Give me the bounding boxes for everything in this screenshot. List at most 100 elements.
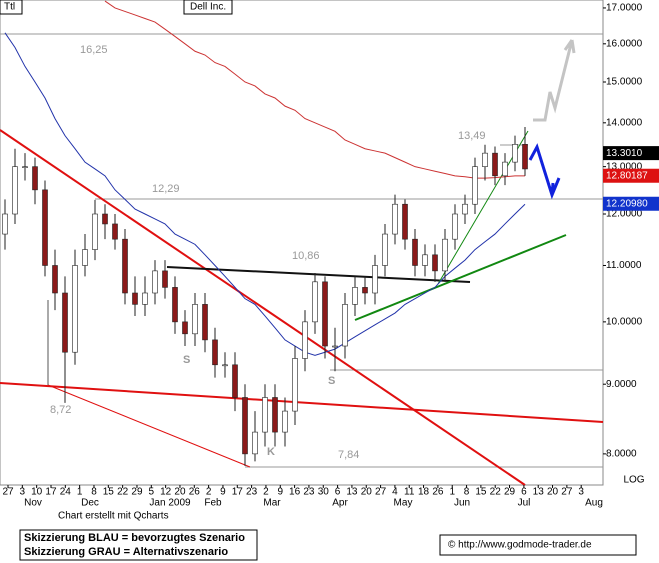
x-tick-label: 27: [561, 487, 573, 498]
candle-body: [12, 166, 18, 215]
y-tick-label: 13.0000: [606, 161, 643, 172]
symbol: Ttl: [4, 2, 15, 13]
candle-body: [222, 364, 228, 367]
candle-body: [132, 292, 138, 305]
y-tick-label: 9.0000: [606, 379, 637, 390]
legend-line: Skizzierung GRAU = Alternativszenario: [24, 546, 228, 558]
candle-body: [352, 287, 358, 305]
annotation: S: [183, 354, 190, 366]
month-label: Nov: [24, 498, 42, 509]
price-tag: [603, 196, 659, 211]
x-tick-label: 22: [117, 487, 129, 498]
x-tick-label: 23: [246, 487, 258, 498]
candle-body: [452, 213, 458, 240]
candle-body: [242, 397, 248, 455]
credit: Chart erstellt mit Qcharts: [58, 511, 169, 522]
candle-body: [302, 321, 308, 359]
x-tick-label: 2: [263, 487, 269, 498]
candle-body: [432, 254, 438, 272]
annotation: S: [328, 375, 335, 387]
x-tick-label: 15: [475, 487, 487, 498]
candle-body: [172, 287, 178, 323]
annotation: 16,25: [80, 44, 108, 56]
y-tick-label: 16.0000: [606, 38, 643, 49]
y-tick-label: 17.0000: [606, 3, 643, 14]
candle-body: [422, 254, 428, 266]
symbol-box: [0, 0, 23, 15]
x-tick-label: 18: [418, 487, 430, 498]
x-tick-label: 23: [303, 487, 315, 498]
x-tick-label: 6: [521, 487, 527, 498]
x-tick-label: 4: [392, 487, 398, 498]
x-tick-label: 2: [206, 487, 212, 498]
month-label: Jul: [518, 498, 531, 509]
candle-body: [332, 345, 338, 348]
x-tick-label: 30: [318, 487, 330, 498]
legend-line: Skizzierung BLAU = bevorzugtes Szenario: [24, 532, 245, 544]
x-tick-label: 17: [45, 487, 57, 498]
grey-scenario: [533, 39, 576, 122]
candle-body: [482, 152, 488, 167]
x-tick-label: 20: [361, 487, 373, 498]
marks: [2, 0, 528, 466]
x-tick-label: 24: [60, 487, 72, 498]
x-tick-label: 13: [346, 487, 358, 498]
candle-body: [272, 397, 278, 433]
month-label: May: [394, 498, 413, 509]
candle-body: [62, 292, 68, 353]
annotation: 12,29: [152, 183, 180, 195]
trend-line: [166, 266, 471, 283]
candle-body: [32, 166, 38, 191]
candle-body: [282, 410, 288, 433]
scale-label: LOG: [623, 475, 644, 486]
candle-body: [102, 213, 108, 225]
candle-body: [362, 287, 368, 294]
candle-body: [232, 364, 238, 398]
candle-body: [312, 281, 318, 323]
candle-body: [112, 223, 118, 240]
candle-body: [392, 203, 398, 235]
candle-body: [502, 161, 508, 177]
candle-body: [182, 321, 188, 335]
x-tick-label: 16: [289, 487, 301, 498]
candle-body: [512, 144, 518, 163]
x-tick-label: 11: [404, 487, 415, 498]
price-tag-label: 12.20980: [606, 198, 648, 209]
x-tick-label: 26: [189, 487, 201, 498]
candle-body: [152, 270, 158, 294]
x-tick-label: 20: [547, 487, 559, 498]
x-tick-label: 17: [232, 487, 244, 498]
candle-body: [162, 270, 168, 288]
month-label: Jun: [454, 498, 470, 509]
annotation: 8,72: [50, 404, 71, 416]
x-tick-label: 22: [490, 487, 502, 498]
candle-body: [192, 304, 198, 335]
candle-body: [382, 233, 388, 266]
annotation: 13,49: [458, 130, 486, 142]
candle-body: [72, 265, 78, 353]
trend-line: [0, 382, 604, 423]
x-tick-label: 3: [578, 487, 584, 498]
y-tick-label: 8.0000: [606, 449, 637, 460]
x-tick-label: 15: [103, 487, 115, 498]
candle-body: [252, 431, 258, 455]
candle-body: [322, 281, 328, 347]
price-tag-label: 13.3010: [606, 148, 643, 159]
candle-body: [212, 339, 218, 366]
candle-body: [82, 249, 88, 266]
trend-line: [47, 384, 251, 468]
candle-body: [402, 203, 408, 240]
candle-body: [262, 397, 268, 433]
month-label: Dec: [81, 498, 99, 509]
x-tick-label: 10: [31, 487, 43, 498]
x-tick-label: 8: [464, 487, 470, 498]
candle-body: [412, 238, 418, 266]
y-tick-label: 11.0000: [606, 260, 642, 271]
candle-body: [142, 292, 148, 305]
annotation: 7,84: [338, 449, 359, 461]
candle-body: [52, 265, 58, 294]
candle-body: [442, 238, 448, 272]
x-tick-label: 27: [375, 487, 387, 498]
plot-frame: [0, 0, 604, 486]
